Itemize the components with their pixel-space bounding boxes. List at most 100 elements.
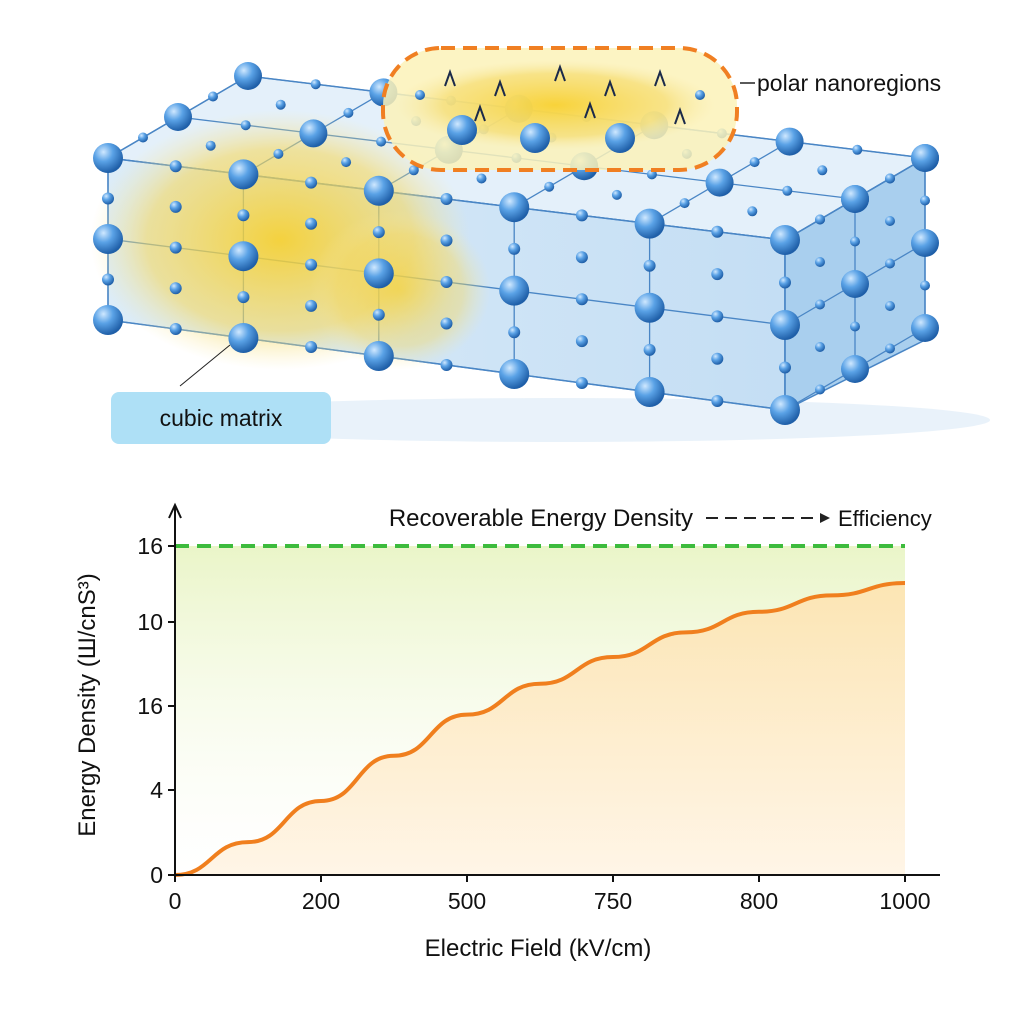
atom-sphere xyxy=(711,310,724,323)
polar-nanoregion-core xyxy=(395,60,715,150)
atom-sphere xyxy=(770,310,800,340)
atom-sphere xyxy=(885,216,895,226)
x-tick-label: 0 xyxy=(169,888,182,914)
atom-sphere xyxy=(440,234,453,247)
atom-sphere xyxy=(440,359,453,371)
atom-sphere xyxy=(885,258,895,269)
atom-sphere xyxy=(169,241,182,254)
atom-sphere xyxy=(305,341,318,353)
atom-sphere xyxy=(911,144,939,172)
atom-sphere xyxy=(275,99,286,110)
dipole-arrow-icon xyxy=(494,79,506,97)
atom-sphere xyxy=(164,103,192,131)
atom-sphere xyxy=(711,395,724,407)
atom-sphere xyxy=(499,192,530,223)
y-axis-label: Energy Density (Ш/cnS³) xyxy=(74,573,101,836)
legend-arrow-icon xyxy=(820,513,830,523)
atom-sphere xyxy=(169,282,182,295)
y-tick-label: 16 xyxy=(137,693,163,719)
atom-sphere xyxy=(228,159,259,190)
atom-sphere xyxy=(305,217,318,230)
atom-sphere xyxy=(508,326,521,339)
x-tick-label: 500 xyxy=(448,888,486,914)
dipole-arrow-icon xyxy=(474,104,486,122)
atom-sphere xyxy=(93,305,123,335)
atom-sphere xyxy=(408,165,419,176)
dipole-arrow-icon xyxy=(604,79,616,97)
energy-density-curve xyxy=(174,581,906,877)
atom-sphere xyxy=(643,259,656,272)
atom-sphere xyxy=(779,361,791,374)
y-tick-label: 4 xyxy=(150,777,163,803)
atom-sphere xyxy=(102,273,114,286)
dipole-arrow-icon xyxy=(674,107,686,125)
atom-sphere xyxy=(815,257,825,267)
atom-sphere xyxy=(920,280,930,291)
atom-sphere xyxy=(310,79,321,90)
atom-sphere xyxy=(440,193,453,205)
atom-sphere xyxy=(815,384,825,395)
atom-sphere xyxy=(782,185,793,196)
atom-sphere xyxy=(841,185,869,213)
atom-sphere xyxy=(852,144,863,155)
atom-sphere xyxy=(520,123,550,153)
atom-sphere xyxy=(885,173,895,184)
atom-sphere xyxy=(605,123,635,153)
x-tick-label: 200 xyxy=(302,888,340,914)
atom-sphere xyxy=(240,120,251,131)
atom-sphere xyxy=(237,209,250,222)
atom-sphere xyxy=(770,395,800,425)
atom-sphere xyxy=(447,115,477,145)
atom-sphere xyxy=(363,175,394,206)
atom-sphere xyxy=(305,176,318,189)
atom-sphere xyxy=(440,276,453,288)
y-tick-label: 16 xyxy=(137,533,163,559)
atom-sphere xyxy=(695,90,705,100)
atom-sphere xyxy=(770,225,800,255)
atom-sphere xyxy=(205,140,216,151)
atom-sphere xyxy=(711,225,724,238)
x-axis-label: Electric Field (kV/cm) xyxy=(425,935,652,962)
polar-nanoregion-cluster xyxy=(310,210,490,370)
atom-sphere xyxy=(815,342,825,352)
atom-sphere xyxy=(850,236,860,247)
atom-sphere xyxy=(372,226,385,239)
dipole-arrow-icon xyxy=(654,69,666,87)
atom-sphere xyxy=(228,241,259,272)
atom-sphere xyxy=(343,107,354,118)
atom-sphere xyxy=(499,275,530,306)
atom-sphere xyxy=(544,181,555,192)
atom-sphere xyxy=(228,323,259,353)
atom-sphere xyxy=(169,160,182,173)
atom-sphere xyxy=(93,224,123,254)
polar-nanoregions-label: polar nanoregions xyxy=(757,70,942,96)
label-leader-line xyxy=(179,344,231,387)
atom-sphere xyxy=(575,335,588,348)
atom-sphere xyxy=(634,292,665,323)
atom-sphere xyxy=(305,258,318,271)
atom-sphere xyxy=(508,242,521,255)
energy-density-chart: 0 200 500 750 800 1000 0 4 16 10 16 Electric Field … xyxy=(74,502,940,962)
atom-sphere xyxy=(705,168,734,197)
atom-sphere xyxy=(305,299,318,312)
atom-sphere xyxy=(341,157,352,168)
atom-sphere xyxy=(920,195,930,206)
atom-sphere xyxy=(102,192,114,205)
atom-sphere xyxy=(169,200,182,213)
atom-sphere xyxy=(643,343,656,356)
atom-sphere xyxy=(815,214,825,225)
area-fill xyxy=(175,583,905,875)
atom-sphere xyxy=(237,291,250,304)
y-tick-label: 0 xyxy=(150,862,163,888)
atom-sphere xyxy=(779,276,791,289)
atom-sphere xyxy=(363,258,394,289)
atom-sphere xyxy=(885,343,895,354)
atom-sphere xyxy=(440,317,453,330)
atom-sphere xyxy=(93,143,123,173)
atom-sphere xyxy=(575,209,588,222)
atom-sphere xyxy=(885,301,895,311)
atom-sphere xyxy=(575,293,588,306)
atom-sphere xyxy=(817,165,828,176)
atom-sphere xyxy=(841,270,869,298)
x-tick-label: 750 xyxy=(594,888,632,914)
